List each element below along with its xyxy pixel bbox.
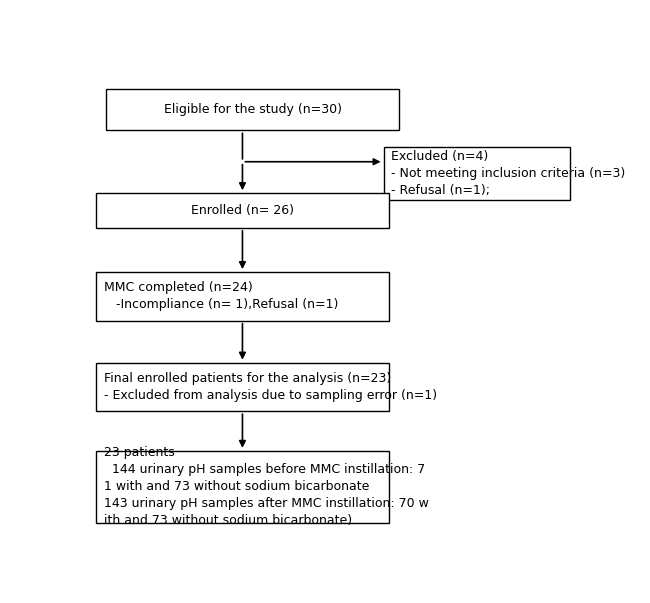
- Text: Eligible for the study (n=30): Eligible for the study (n=30): [164, 103, 341, 116]
- Text: Final enrolled patients for the analysis (n=23)
- Excluded from analysis due to : Final enrolled patients for the analysis…: [104, 372, 437, 402]
- Text: 23 patients
  144 urinary pH samples before MMC instillation: 7
1 with and 73 wi: 23 patients 144 urinary pH samples befor…: [104, 446, 429, 527]
- FancyBboxPatch shape: [96, 193, 389, 228]
- Text: Enrolled (n= 26): Enrolled (n= 26): [191, 204, 294, 217]
- FancyBboxPatch shape: [96, 362, 389, 411]
- Text: MMC completed (n=24)
   -Incompliance (n= 1),Refusal (n=1): MMC completed (n=24) -Incompliance (n= 1…: [104, 282, 338, 311]
- FancyBboxPatch shape: [384, 147, 570, 200]
- Text: Excluded (n=4)
- Not meeting inclusion criteria (n=3)
- Refusal (n=1);: Excluded (n=4) - Not meeting inclusion c…: [391, 150, 625, 197]
- FancyBboxPatch shape: [96, 272, 389, 321]
- FancyBboxPatch shape: [96, 451, 389, 523]
- FancyBboxPatch shape: [107, 89, 398, 130]
